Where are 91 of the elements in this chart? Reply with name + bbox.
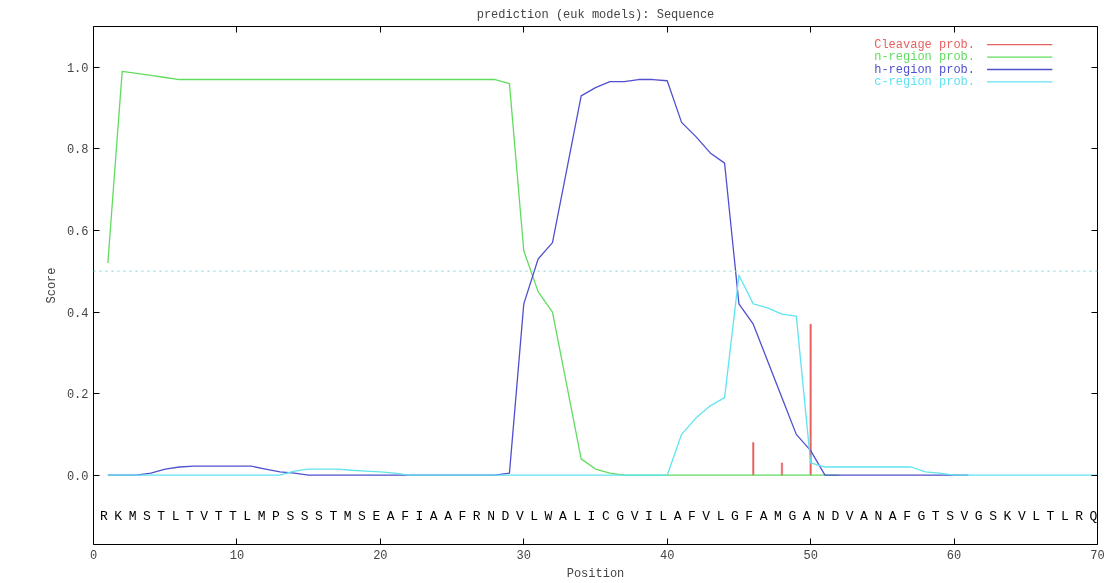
annotation: N xyxy=(817,508,825,524)
annotation: S xyxy=(286,508,295,524)
annotation: S xyxy=(989,508,998,524)
annotation: D xyxy=(831,508,840,524)
annotation: T xyxy=(1046,508,1055,524)
annotation: M xyxy=(343,508,352,524)
x-tick-label: 30 xyxy=(516,548,531,563)
annotation: T xyxy=(214,508,223,524)
x-tick-label: 50 xyxy=(803,548,818,563)
annotation: A xyxy=(558,508,567,524)
text: c-region prob. xyxy=(874,74,976,89)
annotation: T xyxy=(229,508,238,524)
annotation: G xyxy=(731,508,739,524)
annotation: M xyxy=(128,508,137,524)
x-tick-label: 40 xyxy=(660,548,675,563)
annotation: A xyxy=(444,508,453,524)
annotation: A xyxy=(386,508,395,524)
annotation: I xyxy=(587,508,596,524)
annotation: A xyxy=(759,508,768,524)
annotation: L xyxy=(1032,508,1041,524)
y-tick-label: 0.6 xyxy=(66,224,89,239)
annotation: W xyxy=(544,508,553,524)
annotation: R xyxy=(99,508,108,524)
annotation: S xyxy=(946,508,955,524)
text: Cleavage prob. xyxy=(874,37,976,52)
text: n-region prob. xyxy=(874,50,976,65)
annotation: V xyxy=(630,508,639,524)
annotation: N xyxy=(874,508,883,524)
annotation: R xyxy=(472,508,481,524)
annotation: A xyxy=(860,508,869,524)
annotation: M xyxy=(774,508,782,524)
annotation: K xyxy=(1003,508,1012,524)
x-tick-label: 70 xyxy=(1090,548,1105,563)
annotation: L xyxy=(1060,508,1069,524)
y-tick-label: 0.0 xyxy=(66,469,89,484)
annotation: S xyxy=(315,508,324,524)
x-tick-label: 10 xyxy=(229,548,245,563)
x-tick-label: 0 xyxy=(89,548,98,563)
annotation: I xyxy=(415,508,424,524)
annotation: V xyxy=(1017,508,1026,524)
annotation: G xyxy=(788,508,797,524)
annotation: G xyxy=(616,508,625,524)
annotation: F xyxy=(903,508,911,524)
annotation: A xyxy=(888,508,897,524)
annotation: K xyxy=(114,508,123,524)
annotation: P xyxy=(272,508,281,524)
annotation: L xyxy=(243,508,252,524)
annotation: A xyxy=(802,508,811,524)
annotation: S xyxy=(142,508,151,524)
annotation: V xyxy=(702,508,711,524)
annotation: S xyxy=(358,508,367,524)
chart-title: prediction (euk models): Sequence xyxy=(476,7,715,22)
annotation: L xyxy=(716,508,725,524)
annotation: V xyxy=(960,508,969,524)
y-axis-title: Score xyxy=(44,267,59,304)
annotation: T xyxy=(186,508,194,524)
annotation: A xyxy=(673,508,682,524)
annotation: S xyxy=(300,508,309,524)
annotation: M xyxy=(257,508,266,524)
y-tick-label: 0.8 xyxy=(66,143,89,158)
annotation: T xyxy=(329,508,338,524)
annotation: I xyxy=(644,508,653,524)
y-tick-label: 0.4 xyxy=(66,306,89,321)
text: h-region prob. xyxy=(874,62,976,77)
annotation: Q xyxy=(1089,508,1098,524)
annotation: F xyxy=(745,508,754,524)
annotation: R xyxy=(1075,508,1084,524)
x-axis-title: Position xyxy=(566,566,625,581)
y-tick-label: 1.0 xyxy=(66,61,89,76)
annotation: D xyxy=(501,508,510,524)
annotation: F xyxy=(688,508,696,524)
annotation: A xyxy=(429,508,438,524)
annotation: V xyxy=(200,508,209,524)
annotation: N xyxy=(487,508,496,524)
annotation: F xyxy=(401,508,409,524)
annotation: E xyxy=(372,508,381,524)
x-tick-label: 60 xyxy=(946,548,962,563)
annotation: T xyxy=(931,508,940,524)
annotation: V xyxy=(845,508,854,524)
annotation: G xyxy=(974,508,983,524)
annotation: F xyxy=(458,508,467,524)
x-tick-label: 20 xyxy=(373,548,388,563)
annotation: V xyxy=(515,508,524,524)
annotation: L xyxy=(171,508,180,524)
annotation: L xyxy=(573,508,582,524)
annotation: L xyxy=(530,508,539,524)
y-tick-label: 0.2 xyxy=(66,388,89,403)
annotation: C xyxy=(601,508,610,524)
annotation: G xyxy=(917,508,926,524)
annotation: T xyxy=(157,508,166,524)
annotation: L xyxy=(659,508,668,524)
